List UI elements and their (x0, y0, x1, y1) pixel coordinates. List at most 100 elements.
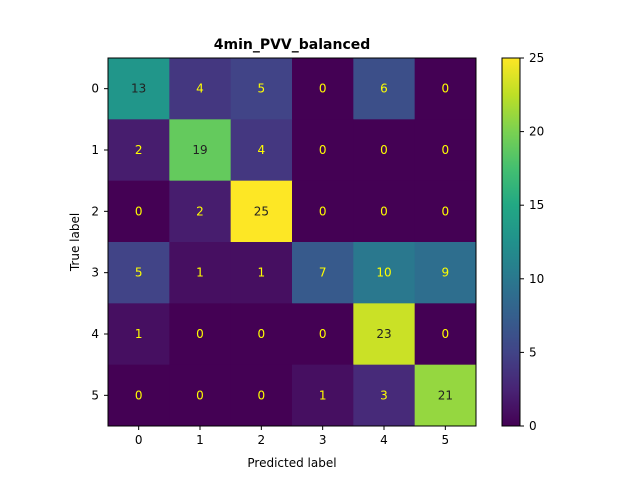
plot-frame (107, 57, 477, 427)
heatmap-cell (292, 180, 354, 243)
heatmap-cell (353, 303, 416, 366)
heatmap-cell (230, 58, 293, 120)
heatmap-cell-value: 4 (196, 82, 204, 96)
heatmap-cell (353, 119, 416, 182)
x-axis-ticks: 0 1 2 3 4 5 (135, 426, 449, 447)
heatmap-cell (169, 180, 232, 243)
heatmap-cell (108, 303, 170, 366)
heatmap-cell-labels: 13 4 5 0 6 02 19 4 0 0 00 2 25 0 0 05 1 1 7 10 91 0 0 0 23 00 0 0 1 3… (131, 82, 453, 403)
heatmap-cell-value: 0 (196, 388, 204, 402)
heatmap-cell (230, 364, 293, 427)
heatmap-cell (230, 242, 293, 304)
chart-title: 4min_PVV_balanced (214, 37, 371, 53)
heatmap-cell-value: 10 (376, 266, 391, 280)
colorbar-ticks: 0 5 10 15 20 25 (520, 51, 544, 433)
heatmap-cell (353, 58, 416, 120)
y-axis-label: True label (68, 213, 82, 272)
x-tick-label: 0 (135, 433, 143, 447)
heatmap-cell-value: 0 (442, 143, 450, 157)
heatmap-cell-value: 1 (196, 266, 204, 280)
heatmap-cell-value: 0 (442, 327, 450, 341)
heatmap-cell (353, 364, 416, 427)
heatmap-cells (108, 58, 477, 427)
y-tick-label: 2 (91, 204, 99, 218)
heatmap-cell (414, 364, 477, 427)
heatmap-cell-value: 0 (135, 204, 143, 218)
heatmap-cell-value: 6 (380, 82, 388, 96)
heatmap-cell-value: 0 (258, 327, 266, 341)
heatmap-cell-value: 0 (319, 327, 327, 341)
heatmap-cell-value: 13 (131, 82, 146, 96)
heatmap-cell (414, 303, 477, 366)
x-tick-label: 5 (442, 433, 450, 447)
heatmap-cell (353, 242, 416, 304)
heatmap-cell (169, 242, 232, 304)
colorbar-tick-label: 15 (529, 198, 544, 212)
y-axis-ticks: 0 1 2 3 4 5 (91, 82, 108, 402)
heatmap-cell-value: 1 (258, 266, 266, 280)
x-tick-label: 4 (380, 433, 388, 447)
heatmap-cell-value: 4 (258, 143, 266, 157)
colorbar-tick-label: 10 (529, 272, 544, 286)
y-tick-label: 4 (91, 327, 99, 341)
heatmap-cell (292, 119, 354, 182)
heatmap-cell-value: 21 (438, 388, 453, 402)
heatmap-cell (108, 58, 170, 120)
heatmap-cell-value: 0 (442, 82, 450, 96)
heatmap-cell-value: 0 (319, 82, 327, 96)
heatmap-cell-value: 25 (254, 204, 269, 218)
heatmap-cell (353, 180, 416, 243)
heatmap-cell-value: 0 (442, 204, 450, 218)
colorbar (501, 57, 521, 427)
heatmap-cell (169, 364, 232, 427)
heatmap-cell (292, 364, 354, 427)
heatmap-cell-value: 5 (258, 82, 266, 96)
colorbar-tick-label: 5 (529, 345, 537, 359)
heatmap-cell (108, 242, 170, 304)
heatmap-cell-value: 19 (192, 143, 207, 157)
colorbar-tick-label: 0 (529, 419, 537, 433)
colorbar-tick-label: 25 (529, 51, 544, 65)
heatmap-cell (292, 242, 354, 304)
heatmap-cell (108, 180, 170, 243)
heatmap-cell (230, 180, 293, 243)
heatmap-cell-value: 0 (135, 388, 143, 402)
heatmap-cell (292, 58, 354, 120)
heatmap-cell (414, 242, 477, 304)
heatmap-cell-value: 2 (135, 143, 143, 157)
x-axis-label: Predicted label (247, 456, 336, 470)
heatmap-cell (230, 119, 293, 182)
heatmap-cell (108, 364, 170, 427)
heatmap-cell (292, 303, 354, 366)
heatmap-cell (414, 58, 477, 120)
heatmap-cell (169, 58, 232, 120)
x-tick-label: 3 (319, 433, 327, 447)
heatmap-cell-value: 7 (319, 266, 327, 280)
y-tick-label: 0 (91, 82, 99, 96)
heatmap-cell-value: 1 (319, 388, 327, 402)
heatmap-cell-value: 0 (319, 143, 327, 157)
y-tick-label: 5 (91, 388, 99, 402)
heatmap-cell (230, 303, 293, 366)
heatmap-cell-value: 1 (135, 327, 143, 341)
x-tick-label: 2 (258, 433, 266, 447)
colorbar-tick-label: 20 (529, 125, 544, 139)
heatmap-cell-value: 0 (258, 388, 266, 402)
heatmap-cell (414, 180, 477, 243)
heatmap-cell-value: 23 (376, 327, 391, 341)
x-tick-label: 1 (196, 433, 204, 447)
heatmap-cell (414, 119, 477, 182)
heatmap-cell-value: 2 (196, 204, 204, 218)
y-tick-label: 3 (91, 266, 99, 280)
heatmap-cell-value: 0 (380, 143, 388, 157)
heatmap-cell (108, 119, 170, 182)
heatmap-cell-value: 9 (442, 266, 450, 280)
heatmap-cell-value: 0 (319, 204, 327, 218)
heatmap-cell-value: 3 (380, 388, 388, 402)
y-tick-label: 1 (91, 143, 99, 157)
heatmap-cell (169, 119, 232, 182)
heatmap-cell-value: 0 (380, 204, 388, 218)
heatmap-cell-value: 5 (135, 266, 143, 280)
